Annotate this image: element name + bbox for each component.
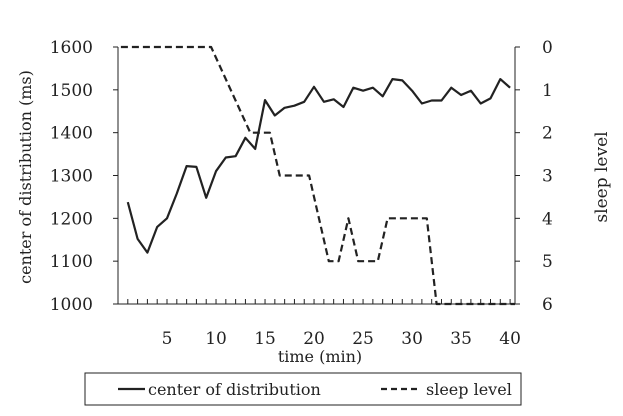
y-axis-label-right: sleep level xyxy=(592,131,612,222)
y-tick-label-left: 1000 xyxy=(50,295,93,315)
y-tick-label-right: 6 xyxy=(542,295,553,315)
legend-box xyxy=(84,372,522,406)
y-tick-label-left: 1400 xyxy=(50,124,93,144)
y-tick-label-left: 1500 xyxy=(50,81,93,101)
y-axis-label-left: center of distribution (ms) xyxy=(16,70,35,284)
y-tick-label-left: 1200 xyxy=(50,209,93,229)
x-tick-label: 25 xyxy=(352,329,374,349)
x-axis-label: time (min) xyxy=(278,347,362,366)
legend-label-center-of-distribution: center of distribution xyxy=(148,380,321,399)
x-tick-label: 20 xyxy=(303,329,325,349)
axes xyxy=(117,47,516,305)
x-tick-label: 35 xyxy=(450,329,472,349)
y-tick-label-left: 1300 xyxy=(50,167,93,187)
series-lines xyxy=(120,45,515,306)
x-tick-label: 40 xyxy=(499,329,521,349)
ticks: 5 10 15 20 25 30 35 401000110012001300140015001… xyxy=(50,38,553,349)
y-tick-label-right: 1 xyxy=(542,81,553,101)
series-line-sleep-level xyxy=(120,45,515,306)
y-tick-label-right: 4 xyxy=(542,209,553,229)
y-tick-label-left: 1600 xyxy=(50,38,93,58)
x-tick-label: 5 xyxy=(162,329,173,349)
y-tick-label-right: 3 xyxy=(542,167,553,187)
series-line-center-of-distribution xyxy=(126,77,511,254)
x-tick-label: 30 xyxy=(401,329,423,349)
y-tick-label-left: 1100 xyxy=(50,252,93,272)
x-tick-label: 10 xyxy=(205,329,227,349)
x-tick-label: 15 xyxy=(254,329,276,349)
y-tick-label-right: 0 xyxy=(542,38,553,58)
legend: center of distribution sleep level xyxy=(84,372,522,406)
y-tick-label-right: 2 xyxy=(542,124,553,144)
legend-label-sleep-level: sleep level xyxy=(426,380,512,399)
y-tick-label-right: 5 xyxy=(542,252,553,272)
